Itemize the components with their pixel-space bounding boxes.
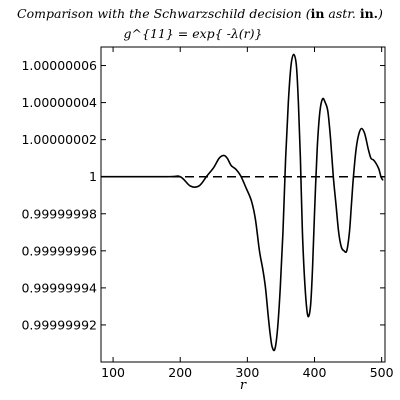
y-tick-label: 1.00000002 <box>21 132 97 147</box>
series-line-solid <box>101 53 384 352</box>
title-part: in <box>311 6 325 21</box>
x-tick-label: 500 <box>370 365 394 380</box>
plot-area-frame <box>100 46 386 363</box>
title-part: in. <box>360 6 378 21</box>
y-tick-label: 0.99999998 <box>21 206 97 221</box>
y-tick-label: 0.99999996 <box>21 243 97 258</box>
y-tick-label: 0.99999992 <box>21 317 97 332</box>
title-part: astr. <box>324 6 359 21</box>
chart-title: Comparison with the Schwarzschild decisi… <box>17 6 383 21</box>
x-tick-label: 200 <box>168 365 192 380</box>
y-tick-label: 1 <box>89 169 97 184</box>
y-tick-label: 1.00000004 <box>21 95 97 110</box>
title-part: Comparison with the Schwarzschild decisi… <box>17 6 312 21</box>
x-tick-label: 400 <box>303 365 327 380</box>
x-axis: 100 200 300 400 500 <box>101 47 394 380</box>
x-tick-label: 100 <box>101 365 125 380</box>
x-tick-label: 300 <box>235 365 259 380</box>
y-tick-label: 1.00000006 <box>21 58 97 73</box>
x-axis-label: r <box>240 378 247 393</box>
y-axis: 0.99999992 0.99999994 0.99999996 0.99999998… <box>21 58 385 332</box>
title-part: ) <box>377 6 383 21</box>
plot-lines <box>101 53 385 352</box>
chart-subtitle: g^{11} = exp{ -λ(r)} <box>124 26 263 41</box>
y-tick-label: 0.99999994 <box>21 280 97 295</box>
